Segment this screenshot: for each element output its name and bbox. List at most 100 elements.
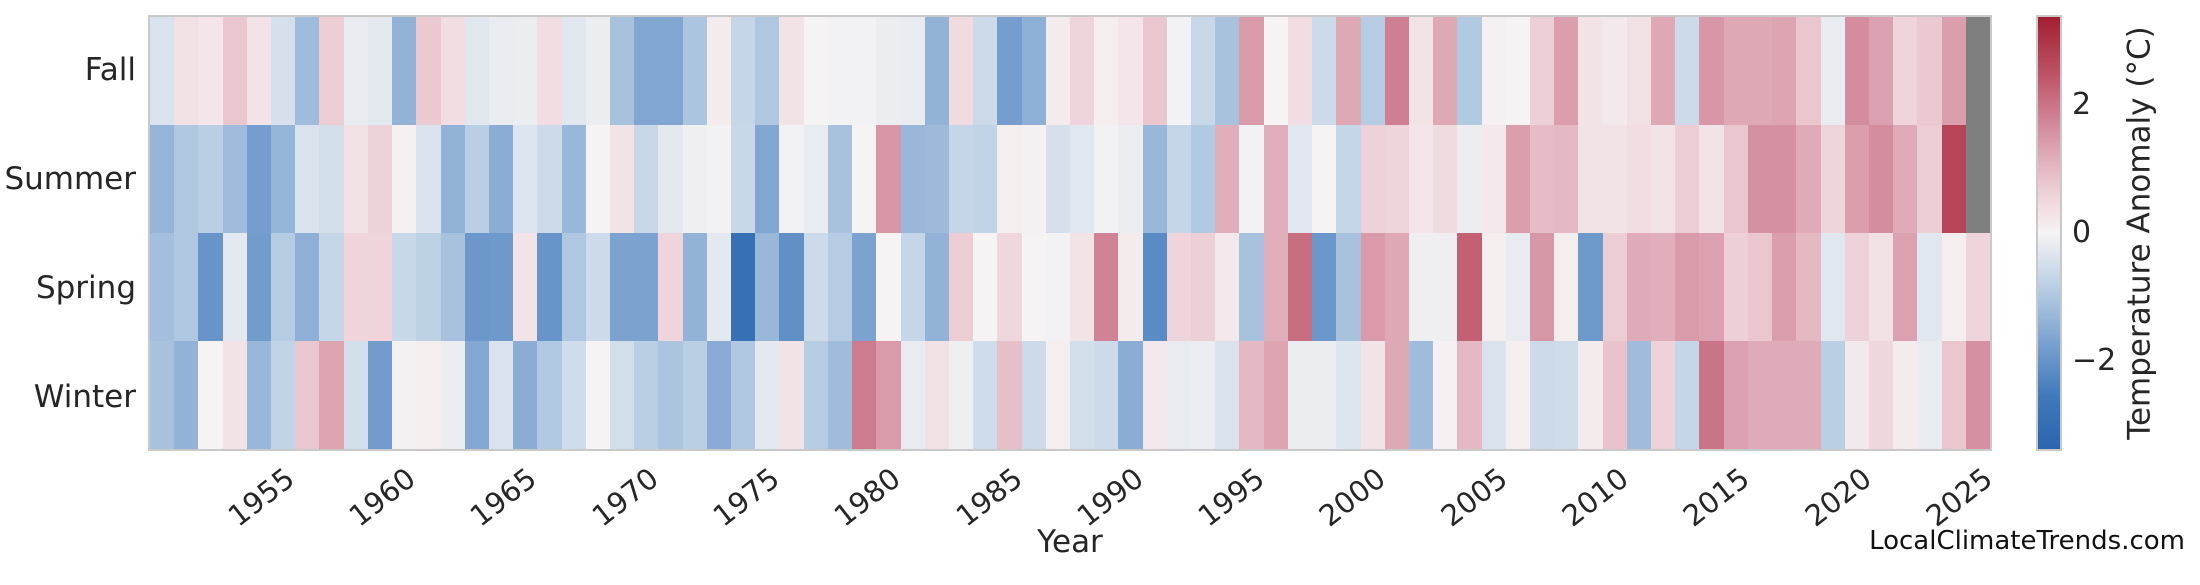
heatmap-cell xyxy=(609,125,635,233)
heatmap-cell xyxy=(973,233,998,341)
heatmap-cell xyxy=(537,233,562,341)
x-tick-label: 1980 xyxy=(827,461,907,534)
heatmap-cell xyxy=(609,233,635,341)
heatmap-cell xyxy=(1965,341,1990,449)
heatmap-cell xyxy=(1505,233,1530,341)
y-tick-label: Fall xyxy=(84,51,136,88)
heatmap-cell xyxy=(1239,17,1264,125)
heatmap-cell xyxy=(1142,233,1167,341)
heatmap-cell xyxy=(876,17,901,125)
heatmap-cell xyxy=(1917,341,1942,449)
heatmap-cell xyxy=(1941,17,1966,125)
heatmap-cell xyxy=(1820,17,1845,125)
heatmap-cell xyxy=(295,125,320,233)
heatmap-cell xyxy=(440,17,465,125)
heatmap-cell xyxy=(779,125,804,233)
heatmap-cell xyxy=(1457,233,1482,341)
heatmap-cell xyxy=(1529,125,1555,233)
heatmap-cell xyxy=(1408,17,1434,125)
heatmap-cell xyxy=(343,125,368,233)
heatmap-cell xyxy=(1868,17,1894,125)
heatmap-cell xyxy=(1796,341,1821,449)
heatmap-cell xyxy=(1312,125,1337,233)
heatmap-cell xyxy=(852,341,877,449)
heatmap-cell xyxy=(513,233,538,341)
heatmap-cell xyxy=(1069,17,1095,125)
heatmap-cell xyxy=(1917,233,1942,341)
heatmap-cell xyxy=(924,17,949,125)
heatmap-cell xyxy=(803,125,828,233)
heatmap-cell xyxy=(585,17,610,125)
heatmap-cell xyxy=(900,17,925,125)
heatmap-cell xyxy=(1481,341,1506,449)
heatmap-cell xyxy=(1384,233,1409,341)
heatmap-cell xyxy=(585,125,610,233)
heatmap-cell xyxy=(1626,233,1652,341)
heatmap-cell xyxy=(561,233,586,341)
heatmap-cell xyxy=(1772,233,1797,341)
heatmap-cell xyxy=(150,341,175,449)
heatmap-row xyxy=(150,233,1990,341)
heatmap-cell xyxy=(416,233,441,341)
heatmap-cell xyxy=(222,341,247,449)
heatmap-cell xyxy=(1191,17,1216,125)
heatmap-cell xyxy=(367,233,393,341)
heatmap-cell xyxy=(924,341,949,449)
heatmap-cell xyxy=(1965,233,1990,341)
heatmap-cell xyxy=(1723,233,1748,341)
heatmap-cell xyxy=(174,341,199,449)
heatmap-cell xyxy=(731,341,756,449)
heatmap-cell xyxy=(803,17,828,125)
x-tick-label: 2010 xyxy=(1555,461,1635,534)
heatmap-cell xyxy=(1602,341,1627,449)
heatmap-cell xyxy=(198,233,223,341)
heatmap-cell xyxy=(1360,125,1385,233)
heatmap-cell xyxy=(876,125,901,233)
x-tick-label: 2015 xyxy=(1677,461,1757,534)
heatmap-cell xyxy=(319,341,344,449)
x-tick-label: 1955 xyxy=(221,461,301,534)
heatmap-cell xyxy=(1602,17,1627,125)
heatmap-cell xyxy=(1384,125,1409,233)
heatmap-cell xyxy=(755,125,780,233)
heatmap-cell xyxy=(948,17,974,125)
heatmap-cell xyxy=(1069,125,1095,233)
heatmap-cell xyxy=(1893,341,1918,449)
heatmap-cell xyxy=(1554,341,1579,449)
heatmap-cell xyxy=(706,233,732,341)
heatmap-cell xyxy=(948,125,974,233)
heatmap-cell xyxy=(1263,17,1288,125)
heatmap-cell xyxy=(1675,125,1700,233)
heatmap-cell xyxy=(1941,341,1966,449)
heatmap-cell xyxy=(1384,17,1409,125)
heatmap-cell xyxy=(1747,17,1773,125)
heatmap-cell xyxy=(319,125,344,233)
heatmap-cell xyxy=(367,125,393,233)
heatmap-cell xyxy=(585,341,610,449)
heatmap-cell xyxy=(488,233,514,341)
heatmap-cell xyxy=(440,341,465,449)
heatmap-cell xyxy=(150,233,175,341)
heatmap-cell xyxy=(319,233,344,341)
heatmap-cell xyxy=(1699,233,1724,341)
heatmap-cell xyxy=(1021,17,1046,125)
heatmap-cell xyxy=(1215,233,1240,341)
x-tick-label: 1995 xyxy=(1191,461,1271,534)
heatmap-cell xyxy=(948,233,974,341)
heatmap-cell xyxy=(1529,17,1555,125)
heatmap-cell xyxy=(537,17,562,125)
heatmap-cell xyxy=(1747,233,1773,341)
heatmap-cell xyxy=(1142,125,1167,233)
heatmap-cell xyxy=(343,233,368,341)
heatmap-cell xyxy=(1820,233,1845,341)
heatmap-cell xyxy=(1893,233,1918,341)
heatmap xyxy=(150,17,1990,449)
heatmap-cell xyxy=(1408,341,1434,449)
colorbar-tick-label: 2 xyxy=(2072,86,2092,122)
heatmap-cell xyxy=(997,233,1022,341)
heatmap-cell xyxy=(609,341,635,449)
heatmap-cell xyxy=(997,125,1022,233)
heatmap-cell xyxy=(731,125,756,233)
heatmap-cell xyxy=(1796,125,1821,233)
heatmap-cell xyxy=(1578,17,1603,125)
